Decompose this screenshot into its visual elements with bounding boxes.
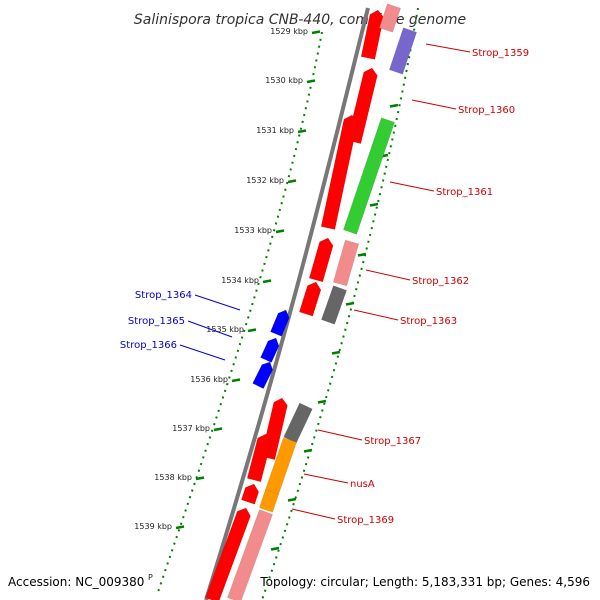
inner-ruler-tick: [389, 103, 399, 108]
accession-label: Accession: NC_009380: [8, 575, 144, 589]
inner-ruler-tick: [303, 448, 313, 453]
gene-label[interactable]: Strop_1365: [128, 316, 185, 327]
ruler-ticks: 1529 kbp 1530 kbp 1531 kbp 1532 kbp 1533 kbp…: [134, 27, 406, 551]
inner-ruler-tick: [345, 301, 355, 306]
gene-label[interactable]: Strop_1367: [364, 436, 421, 447]
gene-leader-line: [291, 508, 336, 520]
ruler-tick-label: 1529 kbp: [270, 27, 308, 36]
gene-leader-line: [389, 181, 435, 192]
map-title: Salinispora tropica CNB-440, complete ge…: [134, 12, 466, 28]
ruler-tick-label: 1532 kbp: [246, 176, 284, 185]
ruler-tick-label: 1530 kbp: [265, 76, 303, 85]
ruler-tick-label: 1539 kbp: [134, 522, 172, 531]
ruler-tick: [297, 129, 307, 134]
gene-leader-line: [179, 344, 226, 361]
gene-feature[interactable]: [299, 281, 322, 317]
gene-label[interactable]: Strop_1359: [472, 48, 529, 59]
gene-features: [205, 3, 417, 600]
ruler-tick-label: 1531 kbp: [256, 126, 294, 135]
ruler-tick-label: 1537 kbp: [172, 424, 210, 433]
ruler-tick: [175, 525, 185, 530]
gene-feature[interactable]: [205, 507, 251, 600]
gene-label[interactable]: Strop_1366: [120, 340, 177, 351]
gene-label[interactable]: Strop_1369: [337, 515, 394, 526]
ruler-tick: [231, 378, 241, 383]
gene-feature[interactable]: [246, 433, 272, 483]
gene-feature[interactable]: [270, 309, 290, 337]
gene-label[interactable]: Strop_1362: [412, 276, 469, 287]
gene-label[interactable]: Strop_1361: [436, 187, 493, 198]
inner-ruler-tick: [287, 497, 297, 502]
gene-feature[interactable]: [227, 509, 273, 600]
gene-feature[interactable]: [308, 237, 334, 283]
genome-summary: Topology: circular; Length: 5,183,331 bp…: [259, 575, 590, 589]
inner-ruler-tick: [369, 202, 379, 207]
ruler-tick: [275, 229, 285, 234]
gene-feature[interactable]: [283, 402, 313, 444]
gene-feature[interactable]: [321, 285, 347, 325]
ruler-tick-label: 1535 kbp: [206, 325, 244, 334]
ruler-tick: [195, 476, 205, 481]
gene-label[interactable]: nusA: [350, 479, 375, 490]
gene-feature[interactable]: [360, 9, 384, 60]
ruler-tick: [311, 30, 321, 35]
gene-leader-line: [187, 320, 233, 338]
gene-labels: Strop_1359 Strop_1360 Strop_1361 Strop_1362…: [120, 43, 529, 526]
ruler-tick-label: 1534 kbp: [221, 276, 259, 285]
gene-feature[interactable]: [241, 483, 260, 505]
gene-leader-line: [303, 473, 349, 484]
ruler-tick-label: 1538 kbp: [154, 473, 192, 482]
gene-leader-line: [194, 294, 241, 311]
ruler-tick-label: 1536 kbp: [190, 375, 228, 384]
inner-ruler-tick: [331, 350, 341, 355]
inner-ruler-tick: [357, 252, 367, 257]
ruler-tick: [262, 279, 272, 284]
gene-label[interactable]: Strop_1364: [135, 290, 192, 301]
gene-feature[interactable]: [260, 337, 280, 363]
gene-feature[interactable]: [343, 117, 395, 235]
gene-feature[interactable]: [252, 361, 273, 390]
gene-feature[interactable]: [389, 27, 417, 75]
gene-leader-line: [411, 99, 457, 110]
ruler-end-marker: P: [148, 573, 153, 582]
ruler-tick: [213, 427, 223, 432]
gene-label[interactable]: Strop_1360: [458, 105, 515, 116]
gene-feature[interactable]: [379, 3, 401, 33]
gene-feature[interactable]: [332, 239, 360, 287]
ruler-tick: [247, 328, 257, 333]
inner-ruler-tick: [270, 546, 280, 551]
ruler-tick-label: 1533 kbp: [234, 226, 272, 235]
inner-ruler-tick: [317, 399, 327, 404]
gene-label[interactable]: Strop_1363: [400, 316, 457, 327]
ruler-tick: [287, 179, 297, 184]
gene-leader-line: [317, 429, 363, 441]
gene-leader-line: [353, 309, 399, 321]
genome-backbone: [204, 7, 370, 600]
outer-ruler-line: [157, 31, 323, 593]
gene-feature[interactable]: [320, 114, 358, 230]
gene-leader-line: [425, 43, 471, 53]
gene-leader-line: [365, 269, 411, 281]
ruler-tick: [306, 79, 316, 84]
gene-feature[interactable]: [259, 489, 279, 513]
